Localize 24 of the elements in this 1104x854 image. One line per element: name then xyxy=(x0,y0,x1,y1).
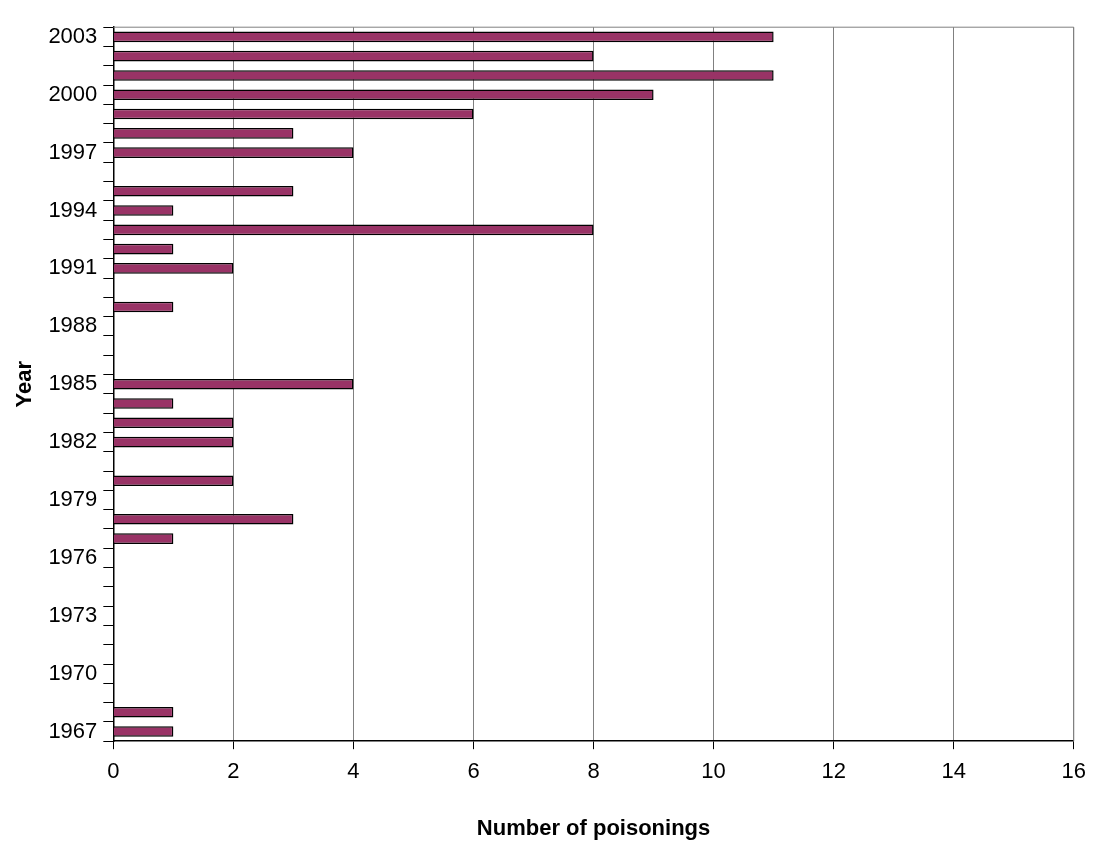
y-tick-label: 1994 xyxy=(48,196,98,222)
y-tick-label: 1982 xyxy=(48,428,98,454)
y-tick-label: 1985 xyxy=(48,370,98,396)
y-tick-label: 1991 xyxy=(48,254,98,280)
y-tick-label: 1973 xyxy=(48,601,98,627)
x-tick-label: 2 xyxy=(227,758,240,784)
y-tick-label: 1970 xyxy=(48,659,98,685)
y-axis-title: Year xyxy=(11,360,37,408)
y-tick-label: 2000 xyxy=(48,80,98,106)
x-tick-label: 0 xyxy=(107,758,120,784)
y-tick-label: 1967 xyxy=(48,717,98,743)
y-tick-label: 1976 xyxy=(48,543,98,569)
x-tick-label: 4 xyxy=(347,758,360,784)
y-tick-label: 1979 xyxy=(48,486,98,512)
x-tick-label: 6 xyxy=(467,758,480,784)
x-tick-label: 10 xyxy=(701,758,726,784)
x-tick-label: 8 xyxy=(587,758,600,784)
y-tick-label: 1997 xyxy=(48,138,98,164)
y-tick-label: 1988 xyxy=(48,312,98,338)
y-tick-label: 2003 xyxy=(48,22,98,48)
x-tick-label: 14 xyxy=(941,758,966,784)
x-tick-label: 12 xyxy=(821,758,846,784)
x-axis-title: Number of poisonings xyxy=(476,814,711,840)
x-tick-label: 16 xyxy=(1061,758,1087,784)
